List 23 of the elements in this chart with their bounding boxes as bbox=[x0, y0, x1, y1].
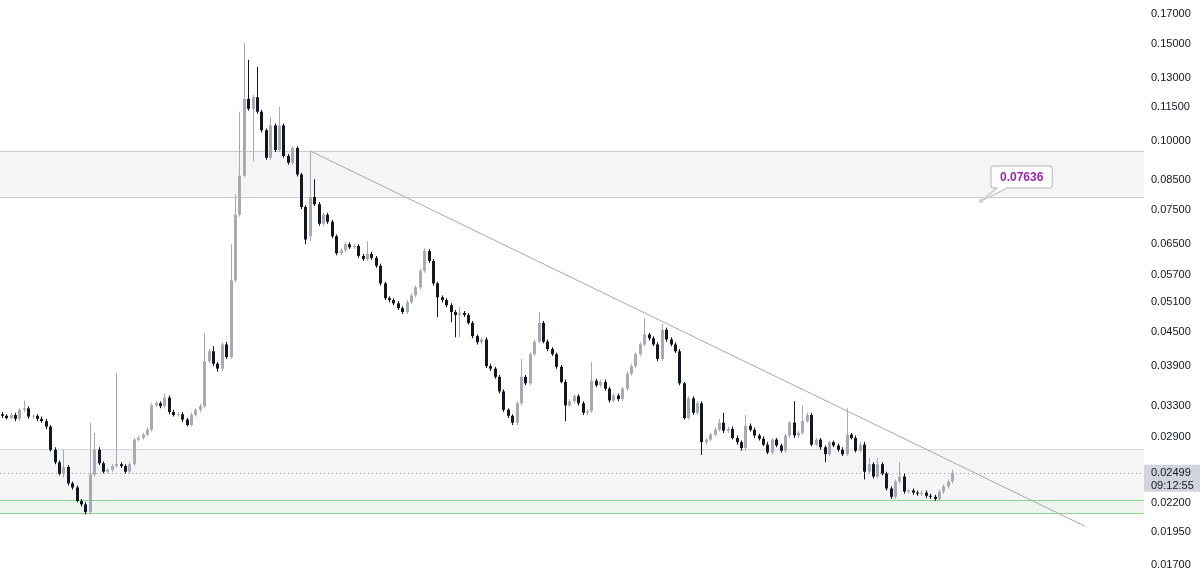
y-tick-label: 0.17000 bbox=[1151, 6, 1191, 19]
y-tick-label: 0.03300 bbox=[1151, 399, 1191, 412]
y-tick-label: 0.11500 bbox=[1151, 100, 1190, 113]
text: 09:12:55 bbox=[1151, 478, 1194, 491]
y-tick-label: 0.02900 bbox=[1151, 430, 1191, 443]
ref-line-label: 0.02499 bbox=[1151, 465, 1191, 478]
y-tick-label: 0.05700 bbox=[1151, 268, 1191, 281]
annotation: 0.07636 bbox=[999, 170, 1044, 185]
candlestick bbox=[907, 488, 910, 494]
y-tick-label: 0.04500 bbox=[1151, 324, 1191, 337]
candlestick bbox=[115, 373, 118, 468]
y-tick-label: 0.13000 bbox=[1151, 70, 1191, 83]
candlestick bbox=[458, 307, 461, 338]
y-tick-label: 0.10000 bbox=[1151, 133, 1191, 146]
y-tick-label: 0.01700 bbox=[1151, 558, 1191, 571]
y-tick-label: 0.01950 bbox=[1151, 525, 1191, 538]
y-tick-label: 0.08500 bbox=[1151, 172, 1191, 185]
y-tick-label: 0.03900 bbox=[1151, 359, 1191, 372]
y-tick-label: 0.02200 bbox=[1151, 496, 1191, 509]
y-tick-label: 0.05100 bbox=[1151, 294, 1191, 307]
y-tick-label: 0.07500 bbox=[1151, 202, 1191, 215]
y-tick-label: 0.15000 bbox=[1151, 36, 1191, 49]
y-tick-label: 0.06500 bbox=[1151, 236, 1191, 249]
